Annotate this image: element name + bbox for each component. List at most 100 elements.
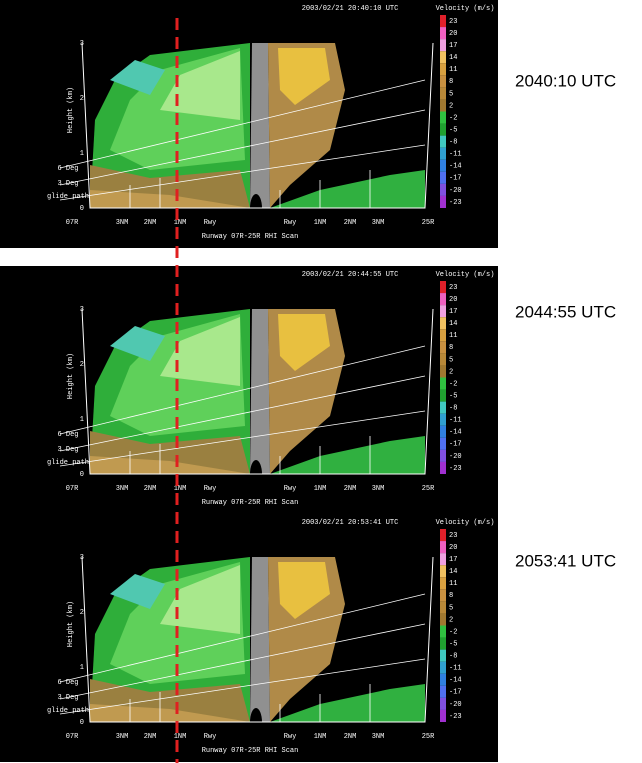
x-tick-label: 1NM	[174, 485, 187, 493]
colorbar-title: Velocity (m/s)	[436, 519, 495, 527]
colorbar-label: 20	[449, 544, 457, 552]
colorbar-swatch	[440, 438, 446, 450]
colorbar-label: -5	[449, 640, 457, 648]
glide-label: glide path	[47, 707, 89, 715]
colorbar-swatch	[440, 601, 446, 613]
x-tick-label: 25R	[422, 733, 435, 741]
glide-label: 3 Deg	[57, 180, 78, 188]
colorbar-label: -8	[449, 653, 457, 661]
colorbar-label: -17	[449, 689, 462, 697]
colorbar-swatch	[440, 462, 446, 474]
colorbar-label: 14	[449, 54, 457, 62]
colorbar-swatch	[440, 172, 446, 184]
y-tick-label: 2	[80, 361, 84, 369]
y-tick-label: 0	[80, 471, 84, 479]
colorbar-label: -14	[449, 677, 462, 685]
colorbar-swatch	[440, 39, 446, 51]
x-tick-label: 2NM	[344, 733, 357, 741]
colorbar-swatch	[440, 662, 446, 674]
x-tick-label: 3NM	[372, 733, 385, 741]
colorbar-swatch	[440, 184, 446, 196]
timestamp: 2003/02/21 20:44:55 UTC	[302, 271, 399, 279]
radar-panel: 2003/02/21 20:44:55 UTCVelocity (m/s)232…	[0, 266, 498, 514]
colorbar-swatch	[440, 577, 446, 589]
y-tick-label: 1	[80, 664, 84, 672]
timestamp: 2003/02/21 20:53:41 UTC	[302, 519, 399, 527]
colorbar-swatch	[440, 450, 446, 462]
time-label: 2044:55 UTC	[515, 302, 616, 321]
time-label: 2053:41 UTC	[515, 551, 616, 570]
y-axis-label: Height (km)	[67, 601, 75, 647]
glide-label: 6 Deg	[57, 431, 78, 439]
x-tick-label: 3NM	[372, 219, 385, 227]
colorbar-swatch	[440, 414, 446, 426]
colorbar-label: -14	[449, 429, 462, 437]
colorbar-swatch	[440, 674, 446, 686]
colorbar-swatch	[440, 329, 446, 341]
colorbar-label: 20	[449, 296, 457, 304]
colorbar-label: -2	[449, 628, 457, 636]
timestamp: 2003/02/21 20:40:10 UTC	[302, 5, 399, 13]
colorbar-swatch	[440, 124, 446, 136]
x-tick-label: Rwy	[204, 485, 217, 493]
colorbar-swatch	[440, 99, 446, 111]
x-tick-label: 1NM	[314, 733, 327, 741]
colorbar-swatch	[440, 15, 446, 27]
colorbar-swatch	[440, 613, 446, 625]
colorbar-swatch	[440, 698, 446, 710]
colorbar-swatch	[440, 589, 446, 601]
colorbar-swatch	[440, 75, 446, 87]
y-tick-label: 3	[80, 40, 84, 48]
colorbar-label: -23	[449, 713, 462, 721]
echo-region	[250, 309, 270, 474]
x-tick-label: 2NM	[144, 219, 157, 227]
colorbar-swatch	[440, 529, 446, 541]
x-tick-label: 07R	[66, 219, 79, 227]
colorbar-label: 5	[449, 90, 453, 98]
x-tick-label: 3NM	[116, 219, 129, 227]
colorbar-swatch	[440, 136, 446, 148]
glide-label: glide path	[47, 459, 89, 467]
colorbar-label: 23	[449, 284, 457, 292]
colorbar-label: -5	[449, 126, 457, 134]
x-tick-label: 3NM	[116, 733, 129, 741]
x-tick-label: Rwy	[284, 485, 297, 493]
colorbar-label: 23	[449, 18, 457, 26]
x-tick-label: 2NM	[144, 733, 157, 741]
colorbar-label: 5	[449, 356, 453, 364]
colorbar-swatch	[440, 353, 446, 365]
colorbar-swatch	[440, 305, 446, 317]
x-tick-label: 1NM	[314, 485, 327, 493]
x-tick-label: 07R	[66, 733, 79, 741]
colorbar-label: -17	[449, 441, 462, 449]
y-tick-label: 3	[80, 554, 84, 562]
colorbar-label: -11	[449, 151, 462, 159]
x-tick-label: Rwy	[284, 219, 297, 227]
colorbar-swatch	[440, 51, 446, 63]
colorbar-label: -14	[449, 163, 462, 171]
colorbar-swatch	[440, 87, 446, 99]
colorbar-label: 2	[449, 368, 453, 376]
colorbar-label: -17	[449, 175, 462, 183]
colorbar-swatch	[440, 565, 446, 577]
colorbar-swatch	[440, 626, 446, 638]
colorbar-swatch	[440, 317, 446, 329]
x-tick-label: 3NM	[372, 485, 385, 493]
colorbar-swatch	[440, 378, 446, 390]
colorbar-label: 8	[449, 78, 453, 86]
echo-region	[250, 43, 270, 208]
colorbar-swatch	[440, 27, 446, 39]
colorbar-label: 23	[449, 532, 457, 540]
y-axis-label: Height (km)	[67, 87, 75, 133]
colorbar-label: 11	[449, 66, 457, 74]
colorbar-swatch	[440, 402, 446, 414]
y-axis-label: Height (km)	[67, 353, 75, 399]
colorbar-label: 8	[449, 344, 453, 352]
colorbar-label: 11	[449, 580, 457, 588]
x-tick-label: 1NM	[174, 219, 187, 227]
x-tick-label: 25R	[422, 219, 435, 227]
x-tick-label: 3NM	[116, 485, 129, 493]
y-tick-label: 1	[80, 150, 84, 158]
figure: 2003/02/21 20:40:10 UTCVelocity (m/s)232…	[0, 0, 642, 763]
